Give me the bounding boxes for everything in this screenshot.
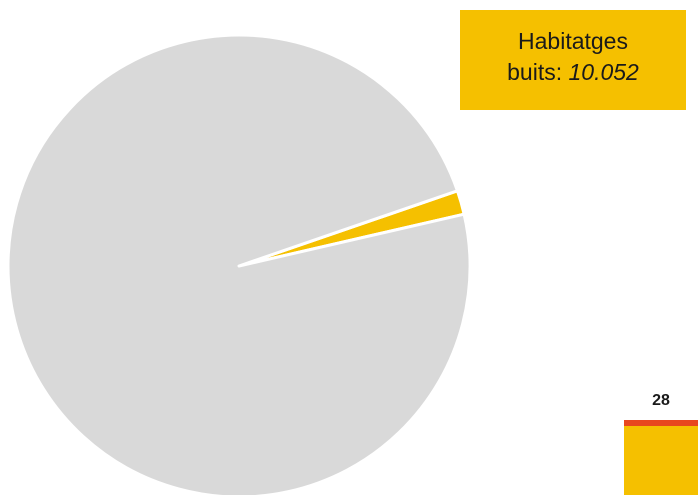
empty-homes-callout: Habitatges buits: 10.052: [460, 10, 686, 110]
callout-line-2: buits: 10.052: [460, 57, 686, 88]
callout-value: 10.052: [568, 59, 639, 85]
bar-value-label: 28: [652, 392, 670, 409]
callout-line-1: Habitatges: [518, 28, 628, 54]
callout-prefix: buits:: [507, 59, 569, 85]
bar-top-stripe: [624, 420, 698, 426]
pie-chart: [6, 33, 470, 495]
bar-body: [624, 426, 698, 495]
pie-slice-other: [6, 33, 470, 495]
